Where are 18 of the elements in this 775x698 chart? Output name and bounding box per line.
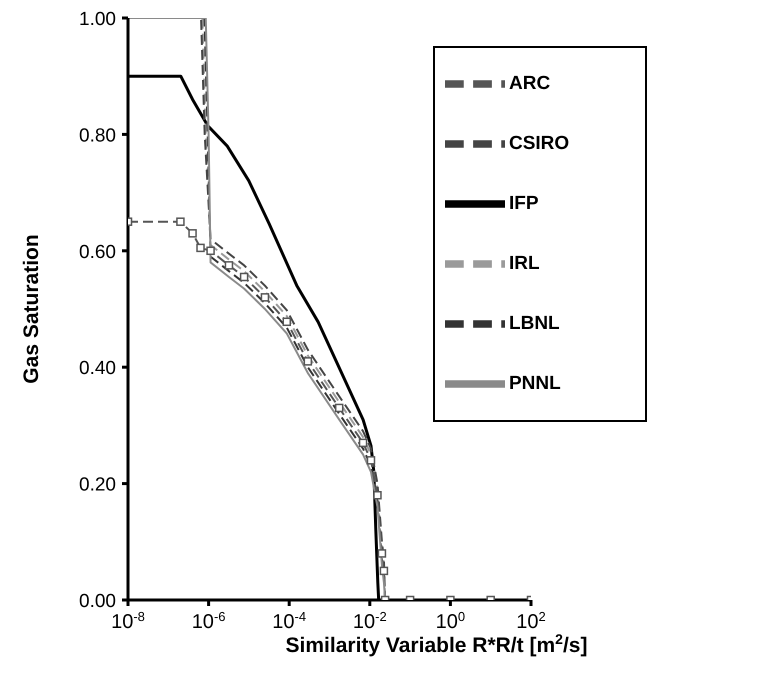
x-tick-label: 10$^{-6}$: [192, 608, 226, 633]
legend-label: IRL: [509, 253, 540, 274]
x-tick-label: 10$^{-4}$: [272, 608, 306, 633]
x-tick-label: 10$^{2}$: [516, 608, 546, 633]
legend-label: ARC: [509, 73, 550, 94]
legend-label: PNNL: [509, 373, 561, 394]
legend-label: CSIRO: [509, 133, 570, 154]
y-tick-label: 0.20: [79, 474, 116, 496]
y-tick-label: 1.00: [79, 9, 116, 30]
legend-label: IFP: [509, 193, 539, 214]
x-tick-label: 10$^{-2}$: [352, 608, 387, 633]
legend-label: LBNL: [509, 313, 560, 334]
y-tick-label: 0.80: [79, 125, 116, 146]
y-axis-title: Gas Saturation: [20, 234, 43, 384]
x-axis-title: Similarity Variable R*R/t [m$^{2}$/s]: [286, 631, 588, 657]
y-tick-label: 0.60: [79, 242, 116, 263]
x-tick-label: 10$^{0}$: [436, 608, 466, 633]
y-tick-label: 0.40: [79, 358, 116, 380]
